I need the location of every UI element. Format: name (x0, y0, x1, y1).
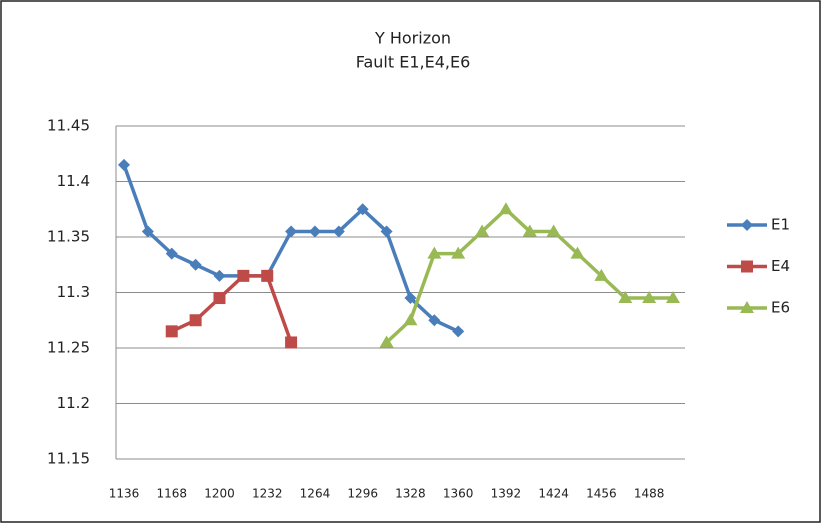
marker (642, 291, 657, 304)
marker (475, 224, 490, 237)
marker (118, 158, 130, 171)
legend-label: E1 (771, 216, 790, 234)
marker (213, 292, 226, 305)
x-tick-label: 1200 (204, 487, 235, 501)
marker (404, 292, 417, 305)
y-tick-label: 11.3 (57, 283, 90, 301)
y-tick-label: 11.2 (57, 394, 90, 412)
marker (261, 269, 274, 282)
x-tick-label: 1328 (395, 487, 426, 501)
x-tick-label: 1424 (538, 487, 569, 501)
chart-subtitle: Fault E1,E4,E6 (356, 53, 471, 72)
marker (379, 335, 394, 348)
legend-label: E4 (771, 257, 790, 275)
marker (285, 336, 298, 349)
y-tick-label: 11.35 (47, 228, 90, 246)
marker (452, 325, 465, 338)
marker (666, 291, 681, 304)
y-tick-label: 11.4 (57, 172, 90, 190)
x-tick-label: 1168 (156, 487, 187, 501)
marker (427, 246, 442, 259)
marker (141, 225, 154, 238)
marker (189, 314, 202, 327)
marker (451, 246, 466, 259)
x-tick-label: 1296 (347, 487, 378, 501)
marker (189, 258, 202, 271)
marker (546, 224, 561, 237)
x-tick-label: 1232 (252, 487, 283, 501)
legend-marker (741, 260, 753, 273)
marker (356, 203, 369, 216)
chart-title: Y Horizon (374, 29, 451, 48)
legend-marker (740, 301, 754, 313)
x-tick-label: 1360 (443, 487, 474, 501)
y-tick-label: 11.45 (47, 117, 90, 135)
marker (594, 268, 609, 281)
marker (570, 246, 585, 259)
marker (308, 225, 321, 238)
x-tick-label: 1264 (300, 487, 331, 501)
marker (165, 247, 178, 260)
marker (498, 202, 513, 215)
x-tick-label: 1392 (491, 487, 522, 501)
legend-label: E6 (771, 299, 790, 317)
marker (618, 291, 633, 304)
x-tick-label: 1488 (634, 487, 665, 501)
x-tick-label: 1136 (109, 487, 140, 501)
marker (380, 225, 393, 238)
x-tick-label: 1456 (586, 487, 617, 501)
y-tick-label: 11.15 (47, 450, 90, 468)
marker (428, 314, 441, 327)
marker (237, 269, 250, 282)
marker (522, 224, 537, 237)
marker (213, 269, 226, 282)
marker (285, 225, 298, 238)
legend-marker (741, 219, 753, 231)
marker (403, 313, 418, 326)
marker (332, 225, 345, 238)
marker (165, 325, 178, 338)
y-tick-label: 11.25 (47, 339, 90, 357)
